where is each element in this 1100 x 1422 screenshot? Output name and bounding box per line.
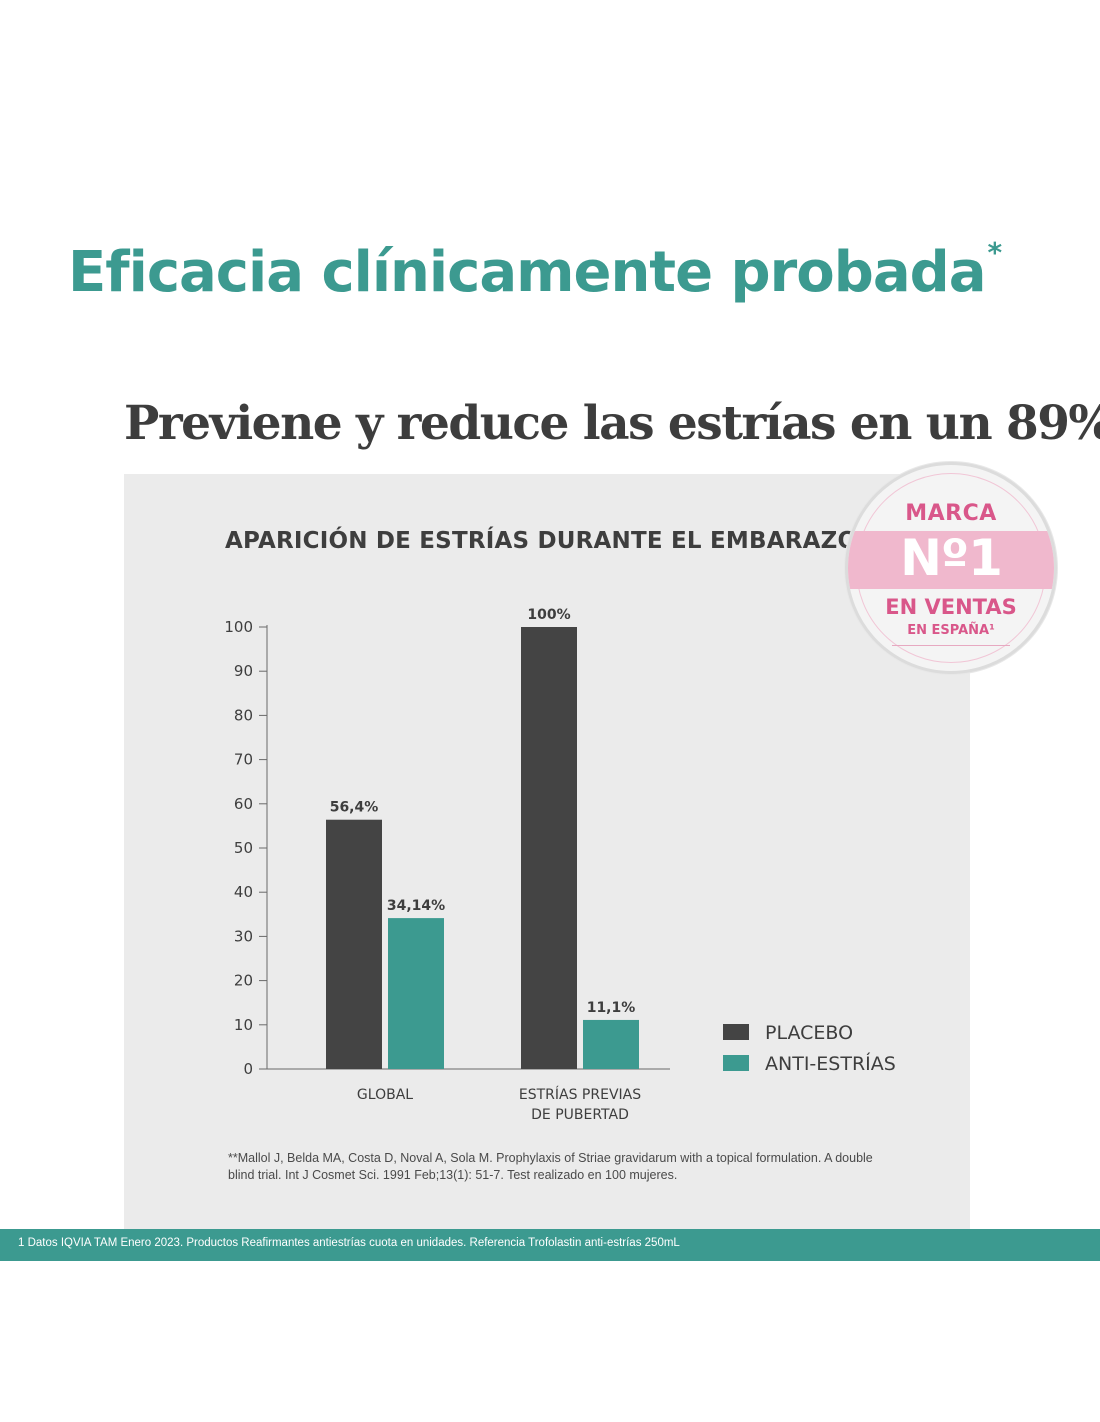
legend-swatch (723, 1024, 749, 1040)
y-tick-label: 50 (234, 839, 253, 857)
page-title: Eficacia clínicamente probada* (68, 236, 1002, 305)
footer-bar: 1 Datos IQVIA TAM Enero 2023. Productos … (0, 1229, 1100, 1261)
bar-value-label: 100% (527, 607, 570, 623)
badge-line-brand: MARCA (905, 501, 997, 526)
bar-placebo (326, 819, 382, 1069)
y-tick-label: 80 (234, 706, 253, 724)
y-tick-label: 10 (234, 1016, 253, 1034)
badge-divider (892, 645, 1010, 646)
page-title-text: Eficacia clínicamente probada (68, 240, 986, 305)
legend-label: ANTI-ESTRÍAS (765, 1052, 896, 1075)
badge-line-number: Nº1 (900, 529, 1003, 587)
chart-title: APARICIÓN DE ESTRÍAS DURANTE EL EMBARAZO (225, 528, 858, 554)
category-label: DE PUBERTAD (531, 1107, 629, 1123)
study-reference: **Mallol J, Belda MA, Costa D, Noval A, … (228, 1151, 873, 1182)
y-tick-label: 90 (234, 662, 253, 680)
bar-value-label: 11,1% (587, 1000, 636, 1016)
legend-label: PLACEBO (765, 1022, 853, 1044)
legend-swatch (723, 1055, 749, 1071)
bar-anti-estr-as (388, 918, 444, 1069)
page-subtitle: Previene y reduce las estrías en un 89%. (124, 396, 1100, 451)
y-tick-label: 70 (234, 751, 253, 769)
sales-badge: MARCA Nº1 EN VENTAS EN ESPAÑA¹ (845, 462, 1057, 674)
category-label: GLOBAL (357, 1087, 413, 1103)
y-tick-label: 40 (234, 883, 253, 901)
badge-band (848, 531, 1054, 589)
badge-line-sales: EN VENTAS (885, 595, 1017, 619)
bar-placebo (521, 627, 577, 1069)
bar-anti-estr-as (583, 1019, 639, 1069)
y-tick-label: 30 (234, 927, 253, 945)
footer-note: 1 Datos IQVIA TAM Enero 2023. Productos … (18, 1237, 680, 1249)
category-label: ESTRÍAS PREVIAS (519, 1086, 641, 1103)
y-tick-label: 100 (224, 618, 253, 636)
bar-value-label: 56,4% (330, 800, 379, 816)
y-tick-label: 20 (234, 972, 253, 990)
bar-value-label: 34,14% (387, 898, 445, 914)
y-tick-label: 60 (234, 795, 253, 813)
title-asterisk: * (987, 236, 1002, 269)
y-tick-label: 0 (243, 1060, 253, 1078)
badge-line-country: EN ESPAÑA¹ (907, 623, 995, 638)
